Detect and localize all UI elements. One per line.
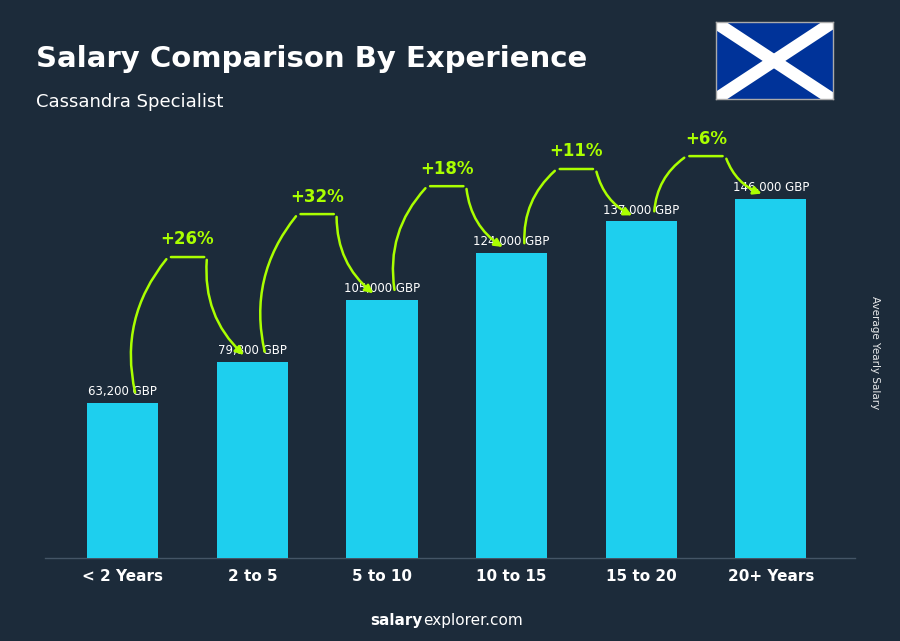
Text: 124,000 GBP: 124,000 GBP xyxy=(473,235,550,249)
Text: 146,000 GBP: 146,000 GBP xyxy=(733,181,809,194)
Text: salary: salary xyxy=(371,613,423,628)
Text: explorer.com: explorer.com xyxy=(423,613,523,628)
Text: Cassandra Specialist: Cassandra Specialist xyxy=(36,93,223,111)
Text: Average Yearly Salary: Average Yearly Salary xyxy=(869,296,880,409)
Bar xyxy=(476,253,547,558)
Text: +11%: +11% xyxy=(550,142,603,160)
Text: 105,000 GBP: 105,000 GBP xyxy=(344,282,420,295)
Text: 79,800 GBP: 79,800 GBP xyxy=(218,344,287,357)
Bar xyxy=(606,221,677,558)
Text: +26%: +26% xyxy=(161,231,214,249)
Text: 137,000 GBP: 137,000 GBP xyxy=(603,204,680,217)
Bar xyxy=(346,300,418,558)
Text: +18%: +18% xyxy=(420,160,473,178)
Text: Salary Comparison By Experience: Salary Comparison By Experience xyxy=(36,45,587,73)
Bar xyxy=(735,199,806,558)
Text: 63,200 GBP: 63,200 GBP xyxy=(88,385,158,397)
Bar xyxy=(217,362,288,558)
Text: +32%: +32% xyxy=(291,188,344,206)
Text: +6%: +6% xyxy=(685,129,727,147)
Bar xyxy=(87,403,158,558)
